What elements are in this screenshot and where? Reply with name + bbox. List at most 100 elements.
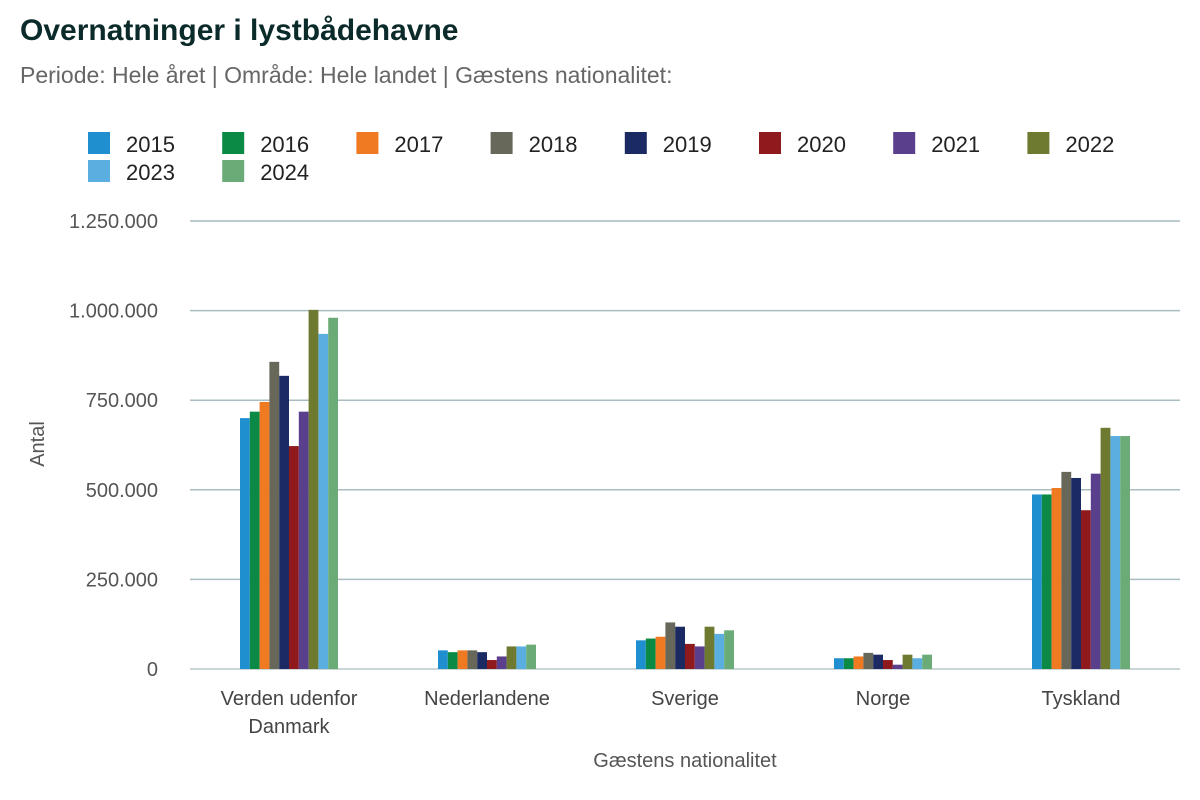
legend-label: 2015 [126,132,175,157]
bar-2024[interactable] [922,654,932,669]
bar-2016[interactable] [447,652,458,669]
x-axis-labels: Verden udenfor Danmark Nederlandene Sverige… [221,688,1121,738]
bar-2017[interactable] [1051,488,1062,669]
legend-swatch [624,132,647,154]
bar-2018[interactable] [665,622,676,669]
bar-2023[interactable] [714,633,725,669]
bar-2015[interactable] [636,640,646,669]
legend-label: 2022 [1065,132,1114,157]
chart-title: Overnatninger i lystbådehavne [20,14,459,47]
bar-2022[interactable] [308,309,319,669]
bar-2021[interactable] [1090,473,1101,669]
bar-2023[interactable] [516,646,527,669]
legend-item-2016[interactable]: 2016 [222,132,309,157]
legend-item-2015[interactable]: 2015 [88,132,175,157]
legend-swatch [1027,132,1050,154]
bar-2020[interactable] [685,643,695,669]
bar-2017[interactable] [457,650,468,669]
bar-2015[interactable] [438,650,448,669]
bar-2024[interactable] [328,317,338,669]
bar-2017[interactable] [655,636,666,669]
legend-item-2021[interactable]: 2021 [893,132,980,157]
bar-2021[interactable] [298,411,309,669]
bar-2023[interactable] [318,333,329,669]
bar-2019[interactable] [873,654,883,669]
legend-swatch [222,132,245,154]
bar-2016[interactable] [249,411,260,669]
bar-2015[interactable] [1032,494,1042,669]
bar-2020[interactable] [487,660,497,669]
y-axis-title: Antal [27,421,49,467]
x-tick-label: Norge [856,688,910,710]
legend-item-2024[interactable]: 2024 [222,160,309,185]
bar-2017[interactable] [259,401,270,669]
legend-swatch [759,132,781,154]
bar-2022[interactable] [704,626,715,669]
legend-item-2023[interactable]: 2023 [88,160,175,185]
legend-label: 2024 [260,160,309,185]
bars [240,309,1130,669]
y-tick-label: 750.000 [86,390,158,412]
x-tick-label: Tyskland [1042,688,1121,710]
bar-2020[interactable] [883,660,893,669]
bar-2021[interactable] [892,664,903,669]
bar-2019[interactable] [675,626,685,669]
y-tick-label: 1.000.000 [69,301,158,323]
grid-lines [190,220,1180,670]
legend: 2015 2016 2017 2018 2019 2020 2021 2022 2023 2024 [88,132,1114,185]
bar-2023[interactable] [912,658,923,669]
bar-2020[interactable] [289,446,299,669]
bar-2018[interactable] [467,650,478,669]
legend-swatch [893,132,916,154]
bar-2024[interactable] [724,630,734,669]
bar-2015[interactable] [834,658,844,669]
legend-item-2019[interactable]: 2019 [624,132,712,157]
x-tick-label: Nederlandene [424,688,550,710]
legend-item-2017[interactable]: 2017 [356,132,443,157]
bar-2016[interactable] [645,638,656,669]
legend-item-2020[interactable]: 2020 [759,132,846,157]
bar-2022[interactable] [1100,427,1111,669]
legend-item-2018[interactable]: 2018 [490,132,578,157]
bar-2016[interactable] [843,658,854,669]
bar-2019[interactable] [477,652,487,669]
legend-label: 2019 [663,132,712,157]
legend-label: 2016 [260,132,309,157]
bar-2023[interactable] [1110,436,1121,669]
bar-2022[interactable] [902,654,913,669]
bar-2024[interactable] [1120,436,1130,669]
bar-2017[interactable] [853,656,864,669]
y-tick-label: 1.250.000 [69,211,158,233]
bar-2021[interactable] [496,656,507,669]
bar-2018[interactable] [863,652,874,669]
legend-swatch [88,160,110,182]
y-tick-label: 250.000 [86,569,158,591]
bar-2015[interactable] [240,418,250,669]
legend-label: 2018 [529,132,578,157]
bar-2019[interactable] [1071,477,1081,669]
bar-2019[interactable] [279,375,289,669]
bar-2018[interactable] [1061,471,1072,669]
chart-subtitle: Periode: Hele året | Område: Hele landet… [20,62,673,88]
legend-item-2022[interactable]: 2022 [1027,132,1114,157]
bar-2022[interactable] [506,646,517,669]
y-tick-label: 500.000 [86,480,158,502]
x-tick-label: Verden udenfor Danmark [221,688,358,738]
legend-label: 2017 [394,132,443,157]
bar-2024[interactable] [526,644,536,669]
bar-2018[interactable] [269,361,280,669]
legend-swatch [356,132,379,154]
y-tick-label: 0 [147,659,158,681]
bar-2020[interactable] [1081,510,1091,669]
y-axis-ticks: 0 250.000 500.000 750.000 1.000.000 1.250.000 [69,211,158,681]
legend-swatch [490,132,513,154]
legend-label: 2021 [931,132,980,157]
legend-label: 2020 [797,132,846,157]
legend-label: 2023 [126,160,175,185]
bar-2016[interactable] [1041,494,1052,669]
legend-swatch [222,160,245,182]
legend-swatch [88,132,110,154]
x-axis-title: Gæstens nationalitet [593,750,777,772]
bar-2021[interactable] [694,646,705,669]
